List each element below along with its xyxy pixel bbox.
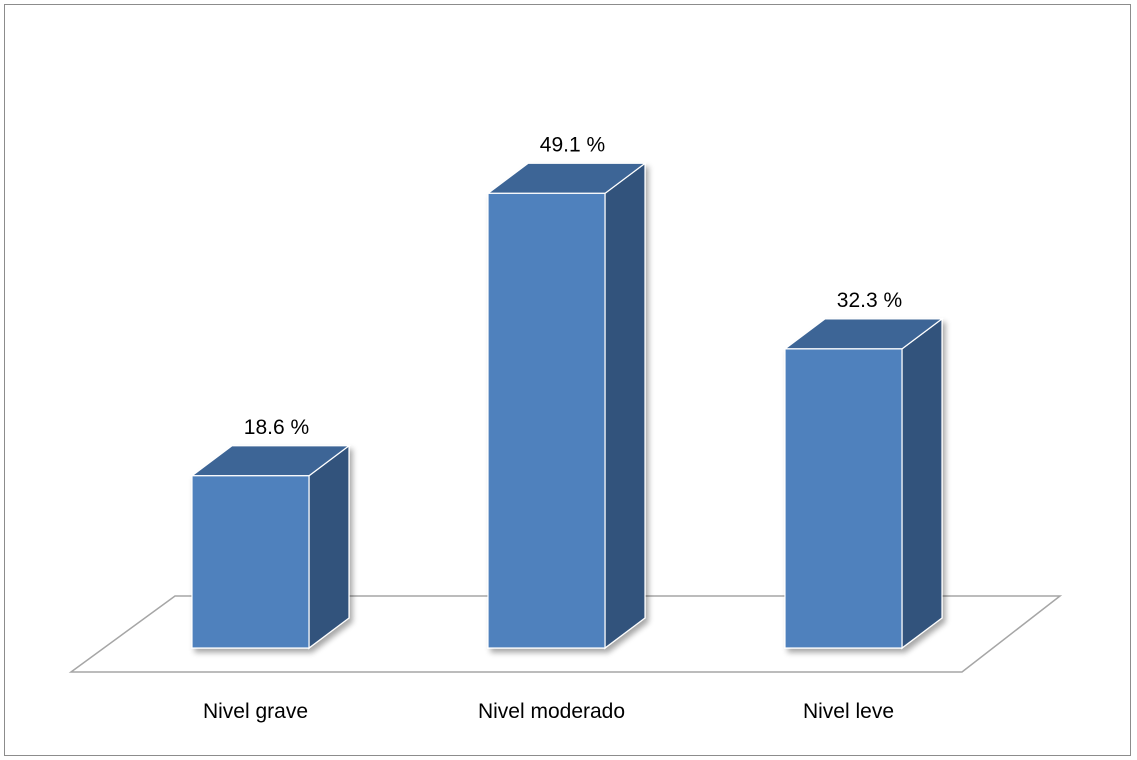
category-label-nivel-grave: Nivel grave: [203, 700, 308, 723]
data-label-nivel-grave: 18.6 %: [244, 416, 309, 439]
bar-nivel-moderado: [486, 162, 647, 650]
data-label-nivel-leve: 32.3 %: [837, 289, 902, 312]
bar-nivel-leve: [783, 317, 944, 650]
category-label-nivel-leve: Nivel leve: [803, 700, 894, 723]
category-label-nivel-moderado: Nivel moderado: [478, 700, 625, 723]
data-label-nivel-moderado: 49.1 %: [540, 133, 605, 156]
bar-nivel-grave: [190, 444, 351, 650]
